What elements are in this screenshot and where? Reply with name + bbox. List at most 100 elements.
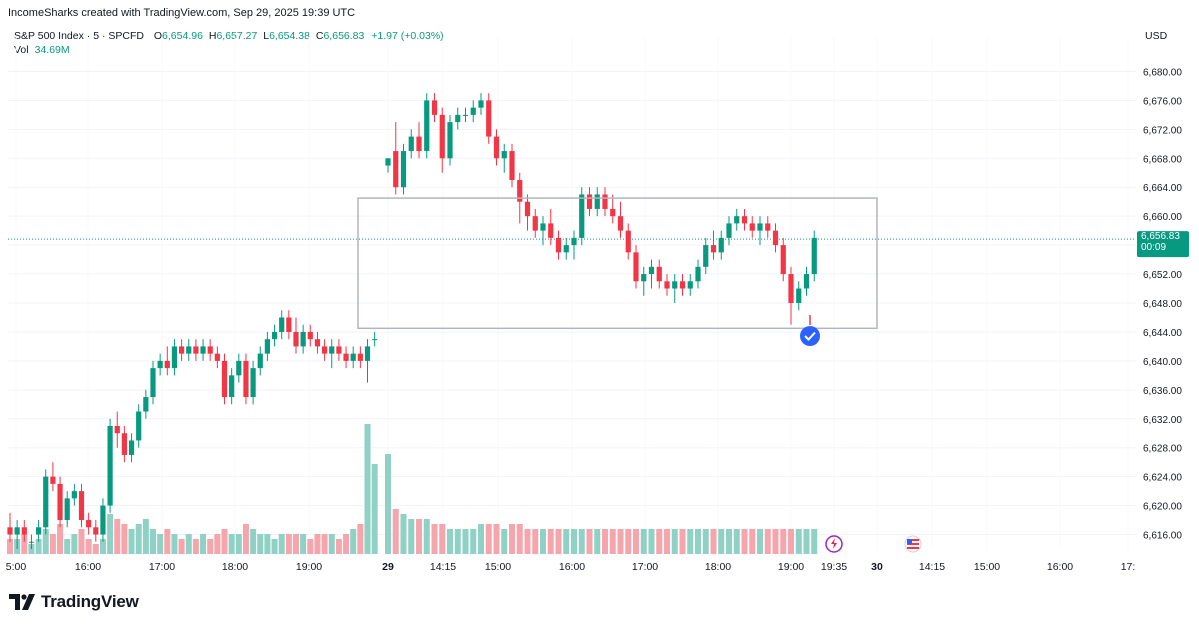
volume-bar xyxy=(321,534,328,554)
candle-body xyxy=(271,331,278,340)
candle-body xyxy=(171,346,178,369)
candle-body xyxy=(625,230,631,253)
volume-bar xyxy=(501,529,508,554)
candle-body xyxy=(250,368,256,398)
volume-bar xyxy=(42,529,49,554)
volume-bar xyxy=(142,519,149,554)
candle-body xyxy=(664,281,670,289)
time-tick-label: 29 xyxy=(382,561,394,573)
candle-body xyxy=(687,281,693,289)
candlesticks xyxy=(7,93,817,549)
volume-bar xyxy=(664,529,670,554)
candle-body xyxy=(43,476,49,528)
time-axis[interactable]: 5:00 16:00 17:00 18:00 19:00 29 14:15 15:00 16:0… xyxy=(6,561,1136,573)
volume-bar xyxy=(335,539,342,554)
volume-bar xyxy=(555,529,562,554)
volume-bars xyxy=(7,424,818,554)
candle-body xyxy=(656,266,662,282)
volume-bar xyxy=(687,529,694,554)
price-tick-label: 6,668.00 xyxy=(1143,154,1182,165)
candle-body xyxy=(64,498,70,521)
candle-body xyxy=(548,223,554,238)
close-label: C xyxy=(315,30,324,42)
candle-body xyxy=(470,107,476,115)
volume-bar xyxy=(617,529,624,554)
candle-body xyxy=(86,520,92,528)
candle-body xyxy=(594,194,600,209)
time-tick-label: 17:00 xyxy=(149,561,175,573)
countdown-value: 00:09 xyxy=(1141,242,1166,253)
volume-bar xyxy=(625,529,632,554)
candle-body xyxy=(509,151,515,180)
candle-body xyxy=(439,114,445,159)
volume-bar xyxy=(656,529,663,554)
candle-body xyxy=(372,339,378,341)
tradingview-logo-icon xyxy=(9,594,35,610)
volume-bar xyxy=(49,534,56,554)
volume-bar xyxy=(594,529,601,554)
volume-bar xyxy=(121,524,128,554)
volume-bar xyxy=(228,534,235,554)
us-flag-event-icon[interactable] xyxy=(904,535,922,553)
volume-bar xyxy=(285,534,292,554)
high-value: 6,657.27 xyxy=(216,30,258,42)
price-tick-label: 6,636.00 xyxy=(1143,386,1182,397)
time-tick-label: 30 xyxy=(871,561,883,573)
volume-bar xyxy=(107,514,114,554)
time-tick-label: 17:00 xyxy=(632,561,658,573)
candle-body xyxy=(71,491,77,499)
volume-bar xyxy=(764,529,771,554)
volume-bar xyxy=(385,454,391,554)
range-box[interactable] xyxy=(357,197,878,330)
volume-bar xyxy=(710,529,717,554)
volume-bar xyxy=(200,534,207,554)
volume-bar xyxy=(648,529,655,554)
candle-body xyxy=(703,245,709,267)
high-label: H xyxy=(208,30,217,42)
checkmark-badge-icon[interactable] xyxy=(800,315,820,346)
candle-body xyxy=(501,151,507,159)
volume-bar xyxy=(214,534,221,554)
candle-body xyxy=(641,274,647,282)
time-tick-label: 16:00 xyxy=(75,561,101,573)
volume-bar xyxy=(408,519,415,554)
candle-body xyxy=(286,317,292,332)
volume-bar xyxy=(788,529,794,554)
candle-body xyxy=(143,397,149,412)
volume-bar xyxy=(300,534,307,554)
price-tick-label: 6,672.00 xyxy=(1143,125,1182,136)
time-tick-label: 15:00 xyxy=(974,561,1000,573)
symbol-label[interactable]: S&P 500 Index · 5 · SPCFD xyxy=(14,30,144,42)
candle-body xyxy=(322,346,328,354)
volume-bar xyxy=(416,519,422,554)
price-tick-label: 6,616.00 xyxy=(1143,531,1182,542)
brand-name: TradingView xyxy=(41,592,139,611)
candle-body xyxy=(200,346,206,354)
candle-body xyxy=(343,353,349,361)
candle-body xyxy=(447,122,453,159)
volume-bar xyxy=(57,524,64,554)
footer-branding[interactable]: TradingView xyxy=(9,592,139,612)
candle-body xyxy=(532,216,538,231)
lightning-event-icon[interactable] xyxy=(825,535,843,553)
candle-body xyxy=(150,368,156,398)
candle-body xyxy=(610,208,616,217)
candle-body xyxy=(672,281,678,289)
candle-body xyxy=(586,194,593,209)
candle-body xyxy=(293,331,299,347)
candle-body xyxy=(307,331,313,340)
candle-body xyxy=(50,476,56,484)
price-axis[interactable]: 6,616.00 6,620.00 6,624.00 6,628.00 6,632.00… xyxy=(1143,67,1182,541)
volume-bar xyxy=(679,529,686,554)
volume-bar xyxy=(540,529,546,554)
time-tick-label: 18:00 xyxy=(222,561,248,573)
volume-bar xyxy=(633,529,639,554)
vol-label: Vol xyxy=(14,44,29,56)
vol-value: 34.69M xyxy=(34,44,70,56)
candle-body xyxy=(462,114,469,116)
candle-body xyxy=(207,346,213,354)
candle-body xyxy=(780,245,786,275)
volume-bar xyxy=(114,519,121,554)
candle-body xyxy=(157,360,163,369)
